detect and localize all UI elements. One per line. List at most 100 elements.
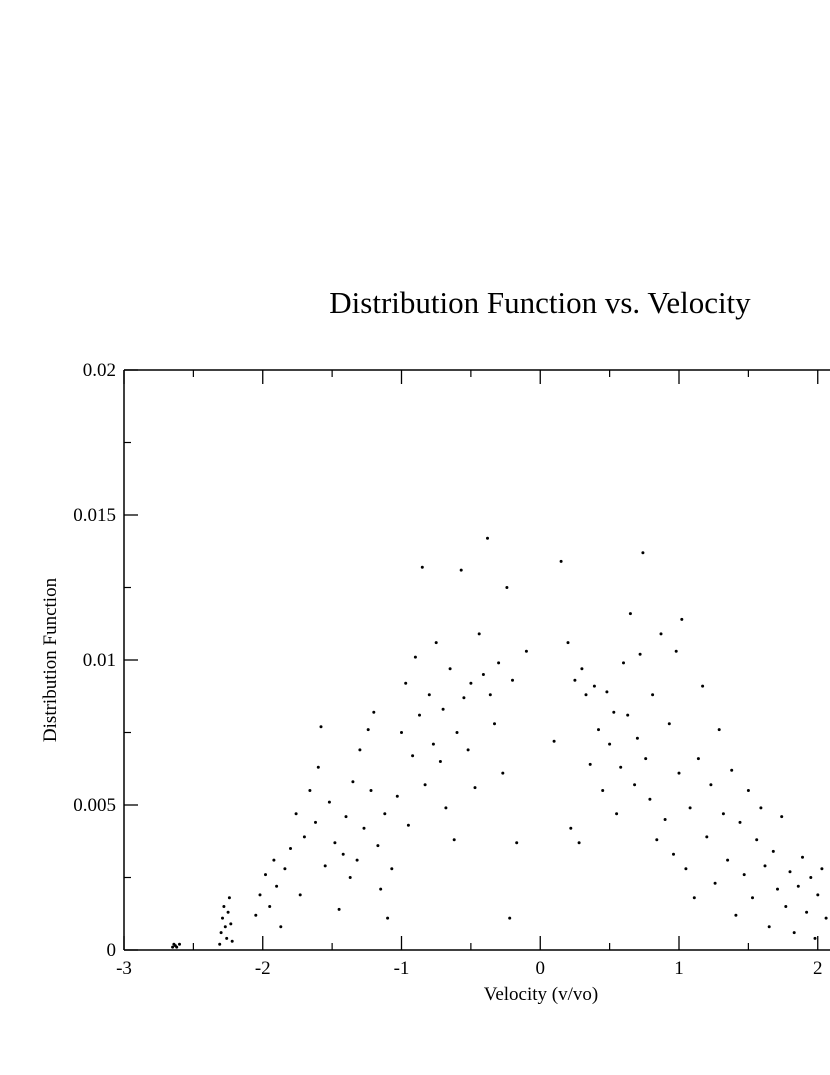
data-point	[420, 565, 424, 569]
y-tick-label: 0	[107, 940, 117, 961]
data-point	[628, 612, 632, 616]
data-point	[308, 789, 312, 792]
data-point	[268, 905, 272, 908]
data-point	[258, 893, 262, 897]
data-point	[667, 722, 671, 726]
data-point	[801, 855, 804, 859]
data-point	[755, 838, 759, 842]
data-point	[383, 812, 387, 816]
data-point	[684, 867, 688, 871]
y-tick-label: 0.005	[73, 795, 116, 816]
data-point	[746, 789, 750, 792]
data-point	[323, 864, 327, 868]
data-point	[171, 945, 175, 949]
data-point	[219, 931, 223, 935]
data-point	[279, 925, 283, 929]
data-point	[622, 661, 625, 665]
data-point	[452, 838, 456, 842]
x-tick-label: -1	[394, 958, 410, 979]
data-point	[597, 728, 600, 732]
data-point	[626, 713, 630, 717]
data-point	[400, 731, 403, 734]
data-point	[677, 771, 681, 775]
data-point	[175, 945, 179, 949]
data-point	[784, 905, 788, 908]
data-point	[659, 632, 663, 636]
data-point	[511, 678, 514, 682]
data-point	[751, 896, 754, 900]
data-point	[809, 876, 813, 879]
data-point	[788, 870, 792, 874]
data-point	[515, 841, 519, 845]
data-point	[444, 806, 448, 810]
data-point	[780, 815, 784, 819]
data-point	[481, 673, 485, 676]
data-point	[221, 916, 224, 920]
data-point	[501, 771, 505, 775]
data-point	[493, 722, 496, 726]
data-point	[218, 942, 222, 946]
chart-title: Distribution Function vs. Velocity	[329, 285, 751, 320]
data-point	[633, 783, 637, 787]
data-point	[497, 661, 501, 665]
data-point	[227, 896, 231, 900]
data-point	[379, 887, 383, 891]
data-point	[413, 655, 417, 659]
x-axis-label: Velocity (v/vo)	[484, 984, 599, 1005]
data-point	[462, 696, 466, 700]
data-point	[742, 873, 746, 877]
data-point	[651, 693, 655, 697]
data-point	[767, 925, 771, 929]
data-point	[466, 748, 470, 752]
data-point	[813, 936, 817, 940]
data-point	[358, 748, 362, 752]
data-point	[641, 551, 645, 555]
data-point	[680, 617, 684, 621]
data-point	[601, 789, 605, 792]
data-point	[264, 873, 267, 877]
data-point	[734, 913, 738, 917]
data-point	[759, 806, 763, 810]
data-point	[584, 693, 588, 697]
data-point	[692, 896, 696, 900]
data-point	[427, 693, 431, 697]
data-point	[524, 649, 528, 653]
data-point	[395, 794, 399, 798]
data-point	[655, 838, 659, 842]
data-point	[569, 826, 573, 830]
data-point	[619, 765, 623, 769]
data-point	[448, 667, 452, 671]
data-point	[254, 913, 258, 917]
data-point	[805, 910, 809, 914]
data-point	[459, 568, 463, 572]
ticks: -3 -2 -1 0 1 2 0 0.005 0.01 0.015 0.02	[73, 360, 822, 979]
x-tick-label: -3	[116, 958, 132, 979]
data-point	[638, 652, 642, 656]
data-point	[644, 757, 648, 761]
data-point	[674, 649, 678, 653]
data-point	[705, 835, 709, 839]
data-point	[505, 586, 509, 589]
data-point	[816, 893, 820, 897]
data-point	[486, 536, 489, 540]
data-point	[566, 641, 570, 645]
data-point	[709, 783, 713, 787]
x-tick-label: 0	[536, 958, 546, 979]
data-point	[438, 760, 442, 763]
data-point	[552, 739, 556, 743]
data-point	[418, 713, 421, 717]
data-point	[423, 783, 427, 787]
y-axis-label: Distribution Function	[40, 577, 61, 742]
data-point	[230, 939, 234, 943]
data-point	[275, 884, 279, 888]
data-point	[771, 849, 775, 853]
data-point	[473, 786, 477, 790]
data-point	[730, 768, 734, 772]
data-point	[580, 667, 584, 671]
y-tick-label: 0.01	[83, 650, 116, 671]
data-point	[508, 916, 512, 920]
data-point	[333, 841, 337, 845]
data-point	[272, 858, 276, 862]
data-point	[573, 678, 577, 682]
x-tick-label: 2	[813, 958, 823, 979]
